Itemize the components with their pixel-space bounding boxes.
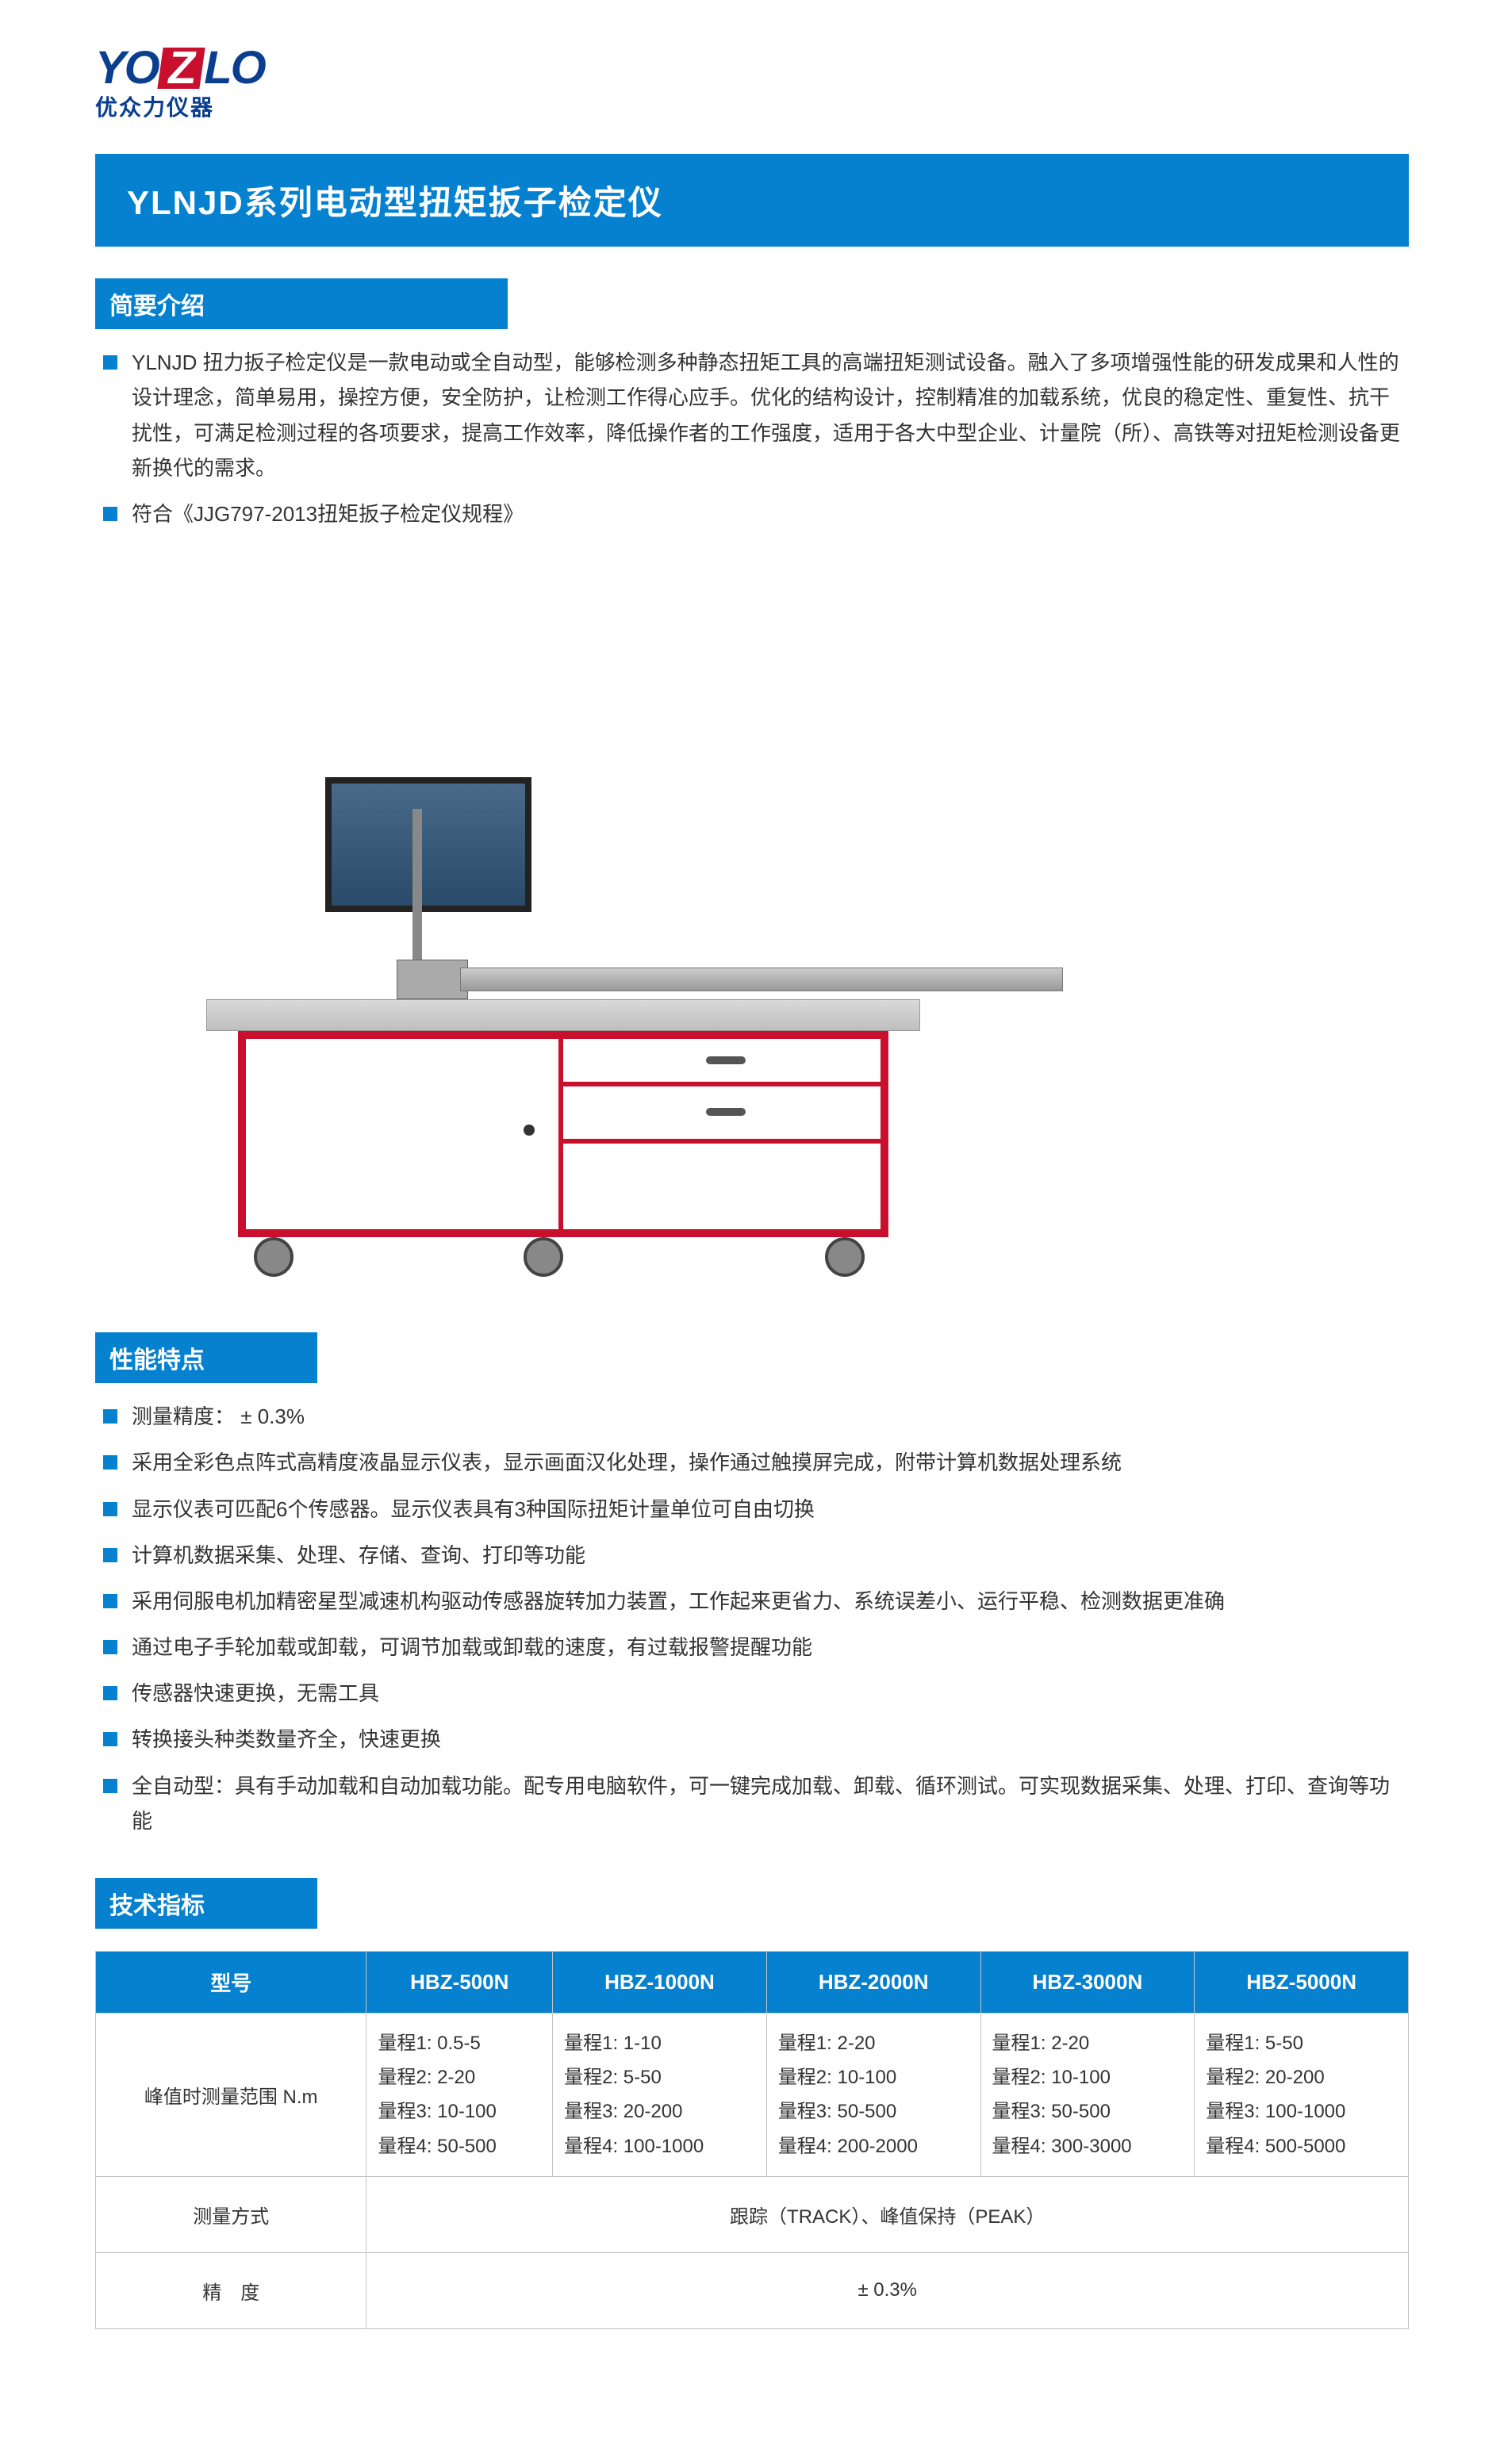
bullet-icon [103,355,117,370]
table-header-cell: HBZ-2000N [766,1952,980,2014]
intro-standard-text: 符合《JJG797-2013扭矩扳子检定仪规程》 [132,496,1409,531]
bullet-icon [103,1594,117,1608]
range-cell: 量程1: 1-10量程2: 5-50量程3: 20-200量程4: 100-10… [553,2014,767,2177]
range-cell: 量程1: 2-20量程2: 10-100量程3: 50-500量程4: 200-… [766,2014,980,2177]
intro-standard: 符合《JJG797-2013扭矩扳子检定仪规程》 [103,496,1409,531]
feature-item: 计算机数据采集、处理、存储、查询、打印等功能 [103,1538,1409,1573]
monitor-icon [325,777,531,912]
range-cell: 量程1: 5-50量程2: 20-200量程3: 100-1000量程4: 50… [1195,2014,1409,2177]
page-title-bar: YLNJD系列电动型扭矩扳子检定仪 [95,154,1409,247]
table-row: 峰值时测量范围 N.m量程1: 0.5-5量程2: 2-20量程3: 10-10… [96,2014,1409,2177]
method-label: 测量方式 [96,2176,366,2252]
feature-item: 采用全彩色点阵式高精度液晶显示仪表，显示画面汉化处理，操作通过触摸屏完成，附带计… [103,1445,1409,1480]
table-header-cell: HBZ-3000N [980,1952,1195,2014]
wheel-icon [825,1237,865,1277]
table-header-cell: HBZ-500N [366,1952,553,2014]
bullet-icon [103,1455,117,1470]
range-cell: 量程1: 2-20量程2: 10-100量程3: 50-500量程4: 300-… [980,2014,1195,2177]
feature-item: 测量精度： ± 0.3% [103,1399,1409,1434]
specs-table: 型号HBZ-500NHBZ-1000NHBZ-2000NHBZ-3000NHBZ… [95,1951,1409,2329]
feature-item: 全自动型：具有手动加载和自动加载功能。配专用电脑软件，可一键完成加载、卸载、循环… [103,1768,1409,1838]
tabletop-icon [206,999,920,1031]
wheel-icon [524,1237,563,1277]
feature-item: 转换接头种类数量齐全，快速更换 [103,1722,1409,1757]
bullet-icon [103,507,117,521]
intro-heading: 简要介绍 [95,278,508,329]
specs-heading: 技术指标 [95,1878,317,1929]
precision-label: 精 度 [96,2252,366,2328]
feature-text: 通过电子手轮加载或卸载，可调节加载或卸载的速度，有过载报警提醒功能 [132,1630,1409,1665]
wheel-icon [254,1237,294,1277]
feature-text: 采用全彩色点阵式高精度液晶显示仪表，显示画面汉化处理，操作通过触摸屏完成，附带计… [132,1445,1409,1480]
intro-paragraph: YLNJD 扭力扳子检定仪是一款电动或全自动型，能够检测多种静态扭矩工具的高端扭… [103,345,1409,485]
features-section: 性能特点 测量精度： ± 0.3% 采用全彩色点阵式高精度液晶显示仪表，显示画面汉… [95,1332,1409,1838]
bullet-icon [103,1686,117,1700]
feature-text: 转换接头种类数量齐全，快速更换 [132,1722,1409,1757]
bullet-icon [103,1548,117,1562]
table-row: 精 度 ± 0.3% [96,2252,1409,2328]
specs-section: 技术指标 型号HBZ-500NHBZ-1000NHBZ-2000NHBZ-300… [95,1878,1409,2329]
product-image [143,571,1095,1285]
features-list: 测量精度： ± 0.3% 采用全彩色点阵式高精度液晶显示仪表，显示画面汉化处理，操… [95,1399,1409,1838]
feature-item: 显示仪表可匹配6个传感器。显示仪表具有3种国际扭矩计量单位可自由切换 [103,1492,1409,1527]
table-header-cell: HBZ-5000N [1195,1952,1409,2014]
logo-brand: YOZLO [95,48,1409,89]
feature-text: 传感器快速更换，无需工具 [132,1676,1409,1711]
table-row: 测量方式 跟踪（TRACK）、峰值保持（PEAK） [96,2176,1409,2252]
feature-text: 测量精度： ± 0.3% [132,1399,1409,1434]
table-header-row: 型号HBZ-500NHBZ-1000NHBZ-2000NHBZ-3000NHBZ… [96,1952,1409,2014]
torque-bar-icon [460,968,1063,991]
table-header-cell: 型号 [96,1952,366,2014]
bullet-icon [103,1779,117,1793]
range-cell: 量程1: 0.5-5量程2: 2-20量程3: 10-100量程4: 50-50… [366,2014,553,2177]
logo-subtitle: 优众力仪器 [95,90,1409,122]
range-label: 峰值时测量范围 N.m [96,2014,366,2177]
table-header-cell: HBZ-1000N [553,1952,767,2014]
intro-text: YLNJD 扭力扳子检定仪是一款电动或全自动型，能够检测多种静态扭矩工具的高端扭… [132,345,1409,485]
bullet-icon [103,1502,117,1516]
feature-item: 采用伺服电机加精密星型减速机构驱动传感器旋转加力装置，工作起来更省力、系统误差小… [103,1584,1409,1619]
precision-value: ± 0.3% [366,2252,1409,2328]
bullet-icon [103,1409,117,1424]
bullet-icon [103,1732,117,1746]
intro-section: 简要介绍 YLNJD 扭力扳子检定仪是一款电动或全自动型，能够检测多种静态扭矩工… [95,278,1409,531]
feature-item: 传感器快速更换，无需工具 [103,1676,1409,1711]
feature-text: 全自动型：具有手动加载和自动加载功能。配专用电脑软件，可一键完成加载、卸载、循环… [132,1768,1409,1838]
method-value: 跟踪（TRACK）、峰值保持（PEAK） [366,2176,1409,2252]
logo-area: YOZLO 优众力仪器 [95,48,1409,122]
cabinet-icon [238,1031,888,1237]
fixture-icon [397,960,468,999]
page-title: YLNJD系列电动型扭矩扳子检定仪 [127,176,1377,224]
feature-text: 计算机数据采集、处理、存储、查询、打印等功能 [132,1538,1409,1573]
feature-text: 显示仪表可匹配6个传感器。显示仪表具有3种国际扭矩计量单位可自由切换 [132,1492,1409,1527]
feature-item: 通过电子手轮加载或卸载，可调节加载或卸载的速度，有过载报警提醒功能 [103,1630,1409,1665]
bullet-icon [103,1640,117,1654]
features-heading: 性能特点 [95,1332,317,1383]
feature-text: 采用伺服电机加精密星型减速机构驱动传感器旋转加力装置，工作起来更省力、系统误差小… [132,1584,1409,1619]
